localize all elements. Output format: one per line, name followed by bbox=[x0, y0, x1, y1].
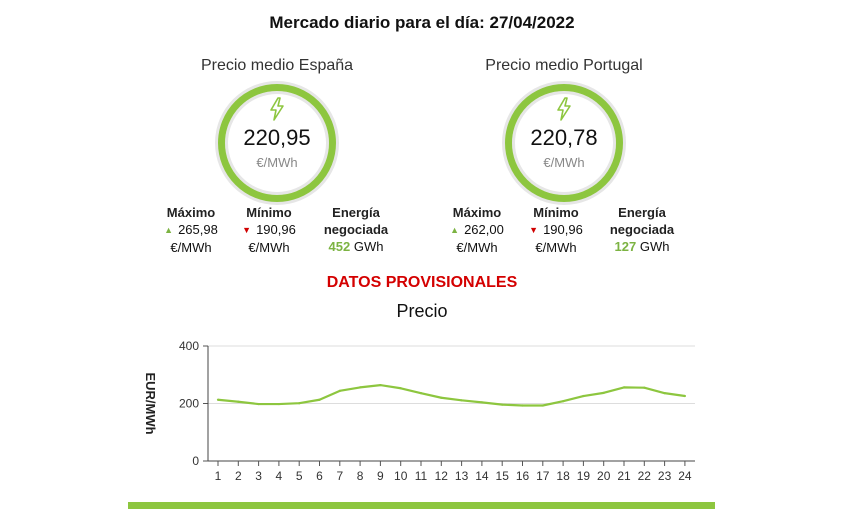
data-point bbox=[562, 400, 565, 403]
triangle-down-icon: ▼ bbox=[242, 225, 252, 235]
spain-energy-value: 452 bbox=[328, 239, 351, 254]
portugal-energy-label-1: Energía bbox=[618, 205, 666, 220]
spain-max-label: Máximo bbox=[166, 205, 216, 220]
x-tick-label: 14 bbox=[475, 469, 489, 483]
spain-min-unit: €/MWh bbox=[248, 240, 290, 255]
x-tick-label: 8 bbox=[357, 469, 364, 483]
portugal-min-label: Mínimo bbox=[533, 205, 579, 220]
y-tick-label: 400 bbox=[179, 339, 199, 353]
x-tick-label: 9 bbox=[377, 469, 384, 483]
x-tick-label: 10 bbox=[394, 469, 408, 483]
triangle-up-icon: ▲ bbox=[164, 225, 174, 235]
data-point bbox=[277, 402, 280, 406]
portugal-energy-stat: Energía negociada 127 GWh bbox=[596, 204, 688, 255]
portugal-max-unit: €/MWh bbox=[456, 240, 498, 255]
price-series-line bbox=[217, 383, 686, 407]
data-point bbox=[460, 399, 463, 402]
x-tick-label: 12 bbox=[435, 469, 449, 483]
data-point bbox=[602, 391, 605, 394]
x-tick-label: 23 bbox=[658, 469, 672, 483]
x-tick-label: 2 bbox=[235, 469, 242, 483]
chart-title: Precio bbox=[396, 301, 448, 321]
spain-price-gauge: 220,95 €/MWh bbox=[218, 84, 336, 202]
portugal-min-value: 190,96 bbox=[543, 222, 583, 237]
x-tick-label: 6 bbox=[316, 469, 323, 483]
x-tick-label: 4 bbox=[276, 469, 283, 483]
portugal-max-label: Máximo bbox=[452, 205, 502, 220]
spain-energy-stat: Energía negociada 452 GWh bbox=[310, 204, 402, 255]
x-tick-label: 13 bbox=[455, 469, 469, 483]
triangle-down-icon: ▼ bbox=[529, 225, 539, 235]
portugal-price-gauge: 220,78 €/MWh bbox=[505, 84, 623, 202]
lightning-bolt-icon bbox=[512, 97, 616, 126]
data-point bbox=[338, 389, 341, 392]
triangle-up-icon: ▲ bbox=[450, 225, 460, 235]
x-tick-label: 7 bbox=[336, 469, 343, 483]
provisional-data-notice: DATOS PROVISIONALES bbox=[326, 274, 518, 291]
data-point bbox=[541, 404, 544, 407]
x-tick-label: 11 bbox=[415, 469, 428, 483]
x-tick-label: 1 bbox=[215, 469, 222, 483]
spain-min-label: Mínimo bbox=[246, 205, 292, 220]
data-point bbox=[663, 392, 666, 395]
page-title: Mercado diario para el día: 27/04/2022 bbox=[269, 13, 575, 32]
data-point bbox=[440, 396, 443, 399]
data-point bbox=[419, 392, 423, 395]
data-point bbox=[683, 394, 687, 398]
x-tick-label: 20 bbox=[597, 469, 611, 483]
x-tick-label: 21 bbox=[617, 469, 631, 483]
y-tick-label: 200 bbox=[179, 397, 199, 411]
spain-min-stat: Mínimo ▼ 190,96 €/MWh bbox=[228, 204, 310, 256]
x-tick-label: 19 bbox=[577, 469, 591, 483]
data-point bbox=[359, 386, 362, 389]
spain-energy-label-2: negociada bbox=[323, 222, 389, 237]
x-tick-label: 18 bbox=[556, 469, 570, 483]
spain-min-value: 190,96 bbox=[256, 222, 296, 237]
x-tick-label: 15 bbox=[496, 469, 510, 483]
x-tick-label: 22 bbox=[638, 469, 652, 483]
portugal-gauge-label: Precio medio Portugal bbox=[485, 57, 643, 74]
y-tick-label: 0 bbox=[192, 454, 199, 468]
data-point bbox=[298, 402, 301, 405]
portugal-price-unit: €/MWh bbox=[543, 155, 585, 170]
data-point bbox=[501, 403, 504, 406]
data-point bbox=[643, 386, 646, 389]
spain-max-unit: €/MWh bbox=[170, 240, 212, 255]
data-point bbox=[237, 400, 240, 403]
lightning-bolt-icon bbox=[225, 97, 329, 126]
portugal-energy-value: 127 bbox=[614, 239, 637, 254]
spain-max-stat: Máximo ▲ 265,98 €/MWh bbox=[150, 204, 232, 256]
portugal-energy-label-2: negociada bbox=[609, 222, 675, 237]
data-point bbox=[399, 387, 402, 390]
data-point bbox=[622, 386, 626, 389]
portugal-energy-unit: GWh bbox=[639, 239, 670, 254]
spain-max-value: 265,98 bbox=[178, 222, 218, 237]
spain-energy-unit: GWh bbox=[353, 239, 384, 254]
x-tick-label: 5 bbox=[296, 469, 303, 483]
data-point bbox=[480, 401, 483, 404]
bottom-accent-bar bbox=[128, 502, 715, 509]
portugal-min-stat: Mínimo ▼ 190,96 €/MWh bbox=[515, 204, 597, 256]
spain-gauge-label: Precio medio España bbox=[200, 57, 354, 74]
portugal-max-stat: Máximo ▲ 262,00 €/MWh bbox=[436, 204, 518, 256]
data-point bbox=[257, 402, 260, 406]
data-point bbox=[216, 398, 220, 401]
spain-price-unit: €/MWh bbox=[256, 155, 298, 170]
data-point bbox=[379, 384, 382, 387]
data-point bbox=[318, 398, 321, 401]
x-tick-label: 17 bbox=[536, 469, 550, 483]
x-tick-label: 24 bbox=[678, 469, 692, 483]
data-point bbox=[521, 404, 524, 407]
x-tick-label: 16 bbox=[516, 469, 530, 483]
x-tick-label: 3 bbox=[255, 469, 262, 483]
spain-energy-label-1: Energía bbox=[332, 205, 380, 220]
spain-price-value: 220,95 bbox=[243, 125, 311, 150]
data-point bbox=[582, 394, 585, 398]
portugal-max-value: 262,00 bbox=[464, 222, 504, 237]
portugal-min-unit: €/MWh bbox=[535, 240, 577, 255]
portugal-price-value: 220,78 bbox=[530, 125, 598, 150]
y-axis-label: EUR/MWh bbox=[143, 372, 158, 434]
